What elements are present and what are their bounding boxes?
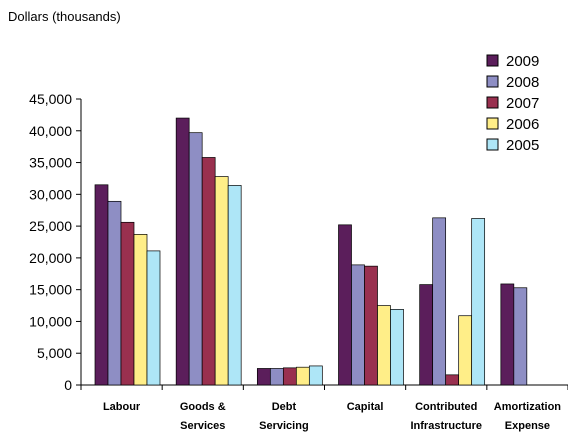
y-tick-label: 35,000: [29, 155, 72, 171]
bar-2007: [445, 374, 460, 386]
y-tick-label: 10,000: [29, 313, 72, 329]
bar-2008: [107, 200, 122, 386]
category-label: Amortization: [494, 401, 562, 413]
bar-2009: [175, 117, 190, 386]
bar-2006: [295, 366, 310, 386]
bar-2007: [282, 367, 297, 386]
legend-label: 2006: [506, 116, 539, 133]
bar-2008: [432, 217, 447, 386]
category-label: Expense: [505, 420, 550, 432]
y-tick-label: 45,000: [29, 91, 72, 107]
legend-swatch-2009: [486, 54, 499, 67]
bar-2006: [214, 176, 229, 386]
category-label: Debt: [272, 401, 297, 413]
category-label: Contributed: [415, 401, 477, 413]
bar-2007: [120, 221, 135, 386]
bar-2005: [146, 250, 161, 386]
category-label: Capital: [347, 401, 384, 413]
legend-label: 2009: [506, 53, 539, 70]
category-label: Services: [180, 420, 225, 432]
bar-2009: [419, 284, 434, 386]
legend-label: 2007: [506, 95, 539, 112]
y-tick-label: 25,000: [29, 218, 72, 234]
bar-2009: [500, 283, 515, 386]
category-label: Infrastructure: [410, 420, 482, 432]
bar-2005: [390, 309, 404, 386]
category-label: Goods &: [180, 401, 226, 413]
bar-2007: [364, 265, 378, 386]
bar-2008: [351, 264, 365, 386]
legend-label: 2005: [506, 137, 539, 154]
bar-2005: [227, 185, 242, 386]
bar-2008: [269, 368, 284, 386]
y-axis-label: Dollars (thousands): [8, 9, 121, 24]
y-tick-label: 30,000: [29, 186, 72, 202]
bar-2005: [308, 365, 323, 386]
legend-swatch-2008: [486, 75, 499, 88]
bar-2005: [471, 218, 486, 386]
bar-2006: [133, 234, 148, 386]
category-label: Servicing: [259, 420, 309, 432]
legend-swatch-2007: [486, 96, 499, 109]
bar-2008: [513, 287, 528, 386]
bar-2008: [188, 132, 203, 386]
legend-swatch-2005: [486, 138, 499, 151]
bar-2009: [256, 368, 271, 386]
y-tick-label: 20,000: [29, 250, 72, 266]
legend-label: 2008: [506, 74, 539, 91]
y-tick-label: 40,000: [29, 123, 72, 139]
y-tick-label: 15,000: [29, 282, 72, 298]
y-tick-label: 5,000: [37, 345, 72, 361]
legend-swatch-2006: [486, 117, 499, 130]
category-label: Labour: [103, 401, 141, 413]
bar-2009: [94, 184, 109, 386]
bar-2007: [201, 157, 216, 386]
y-tick-label: 0: [64, 377, 72, 393]
bar-2006: [458, 315, 473, 386]
bar-2009: [338, 224, 352, 386]
bar-2006: [377, 305, 391, 386]
